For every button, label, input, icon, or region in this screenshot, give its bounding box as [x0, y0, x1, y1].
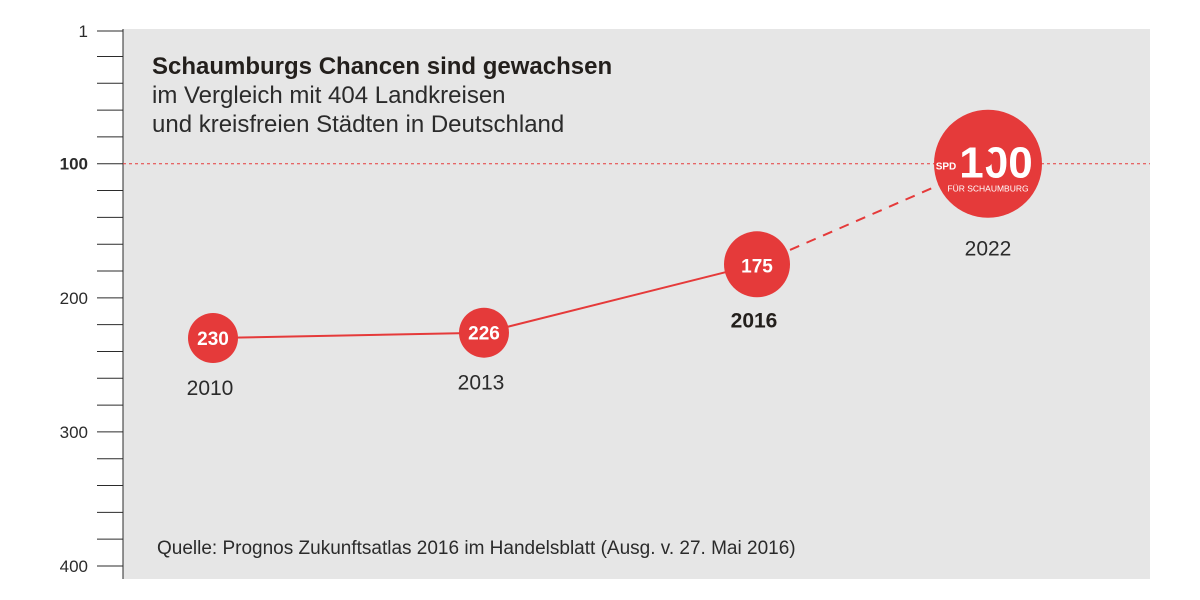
- chart-subtitle-line-1: im Vergleich mit 404 Landkreisen: [152, 82, 506, 109]
- y-tick-label-300: 300: [60, 423, 88, 442]
- y-tick-label-400: 400: [60, 557, 88, 576]
- data-label-2013: 226: [468, 324, 500, 345]
- chart-source: Quelle: Prognos Zukunftsatlas 2016 im Ha…: [157, 538, 796, 559]
- data-label-2022: 100: [959, 139, 1032, 188]
- x-label-2010: 2010: [187, 377, 234, 400]
- data-point-2016: [724, 231, 790, 298]
- spd-logo-text: SPD: [936, 162, 957, 173]
- data-label-2016: 175: [741, 256, 773, 277]
- series-segment-2016-2022: [756, 162, 989, 266]
- y-tick-label-200: 200: [60, 289, 88, 308]
- series-segment-2013-2016: [483, 263, 758, 334]
- data-label-2010: 230: [197, 329, 229, 350]
- chart-subtitle-line-2: und kreisfreien Städten in Deutschland: [152, 111, 565, 138]
- data-point-2010: [188, 313, 238, 364]
- data-point-2013: [459, 307, 509, 358]
- series-segment-2010-2013: [212, 331, 485, 340]
- x-label-2016: 2016: [731, 309, 778, 332]
- x-label-2022: 2022: [965, 238, 1012, 261]
- chart-heading: Schaumburgs Chancen sind gewachsen im Ve…: [152, 52, 612, 139]
- chart-title: Schaumburgs Chancen sind gewachsen: [152, 53, 613, 80]
- y-tick-label-1: 1: [79, 22, 88, 41]
- region-map-icon: [980, 150, 994, 168]
- y-tick-label-100: 100: [60, 155, 88, 174]
- x-label-2013: 2013: [458, 372, 505, 395]
- badge-subtext: FÜR SCHAUMBURG: [947, 184, 1028, 194]
